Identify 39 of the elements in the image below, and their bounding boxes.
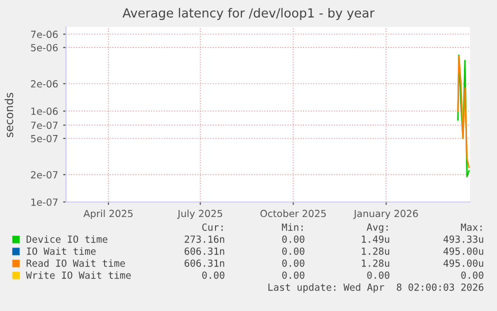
text: 0.00 (202, 271, 224, 279)
text: 1.49u (362, 235, 390, 243)
text: 273.16n (184, 235, 224, 243)
text: 495.00u (444, 247, 484, 255)
x-tick-label: October 2025 (260, 210, 326, 218)
text: 495.00u (444, 259, 484, 267)
x-tick-label: July 2025 (177, 210, 222, 220)
x-tick-label: April 2025 (83, 210, 133, 220)
y-tick-label: 5e-07 (31, 134, 58, 142)
text: 1.28u (362, 259, 390, 267)
legend-label: Write IO Wait time (26, 271, 131, 279)
text: 606.31n (184, 259, 224, 267)
text: 493.33u (444, 235, 484, 243)
text: 606.31n (184, 247, 224, 255)
text: Min: (282, 223, 303, 231)
text: 0.00 (282, 247, 304, 255)
text: 0.00 (282, 271, 304, 279)
text: 0.00 (461, 271, 484, 279)
text: Last update: Wed Apr 8 02:00:03 2026 (268, 283, 484, 293)
y-tick-label: 2e-06 (31, 80, 58, 88)
text: 0.00 (282, 235, 304, 243)
legend-label: Read IO Wait time (26, 259, 125, 267)
text: 1.28u (362, 247, 390, 255)
legend-label: Device IO time (26, 235, 108, 243)
text: Max: (460, 224, 482, 231)
y-tick-label: 2e-07 (31, 171, 58, 178)
text: 0.00 (282, 259, 304, 267)
text: Cur: (202, 223, 223, 231)
x-tick-label: January 2026 (353, 210, 418, 220)
y-tick-label: 7e-06 (31, 30, 58, 38)
legend-label: IO Wait time (26, 247, 96, 255)
text: Avg: (366, 224, 388, 233)
y-tick-label: 5e-06 (31, 44, 58, 52)
y-tick-label: 1e-06 (31, 108, 58, 115)
chart-title: Average latency for /dev/loop1 - by year (122, 8, 375, 20)
y-tick-label: 1e-07 (31, 198, 58, 206)
y-axis-title: seconds (4, 92, 14, 138)
y-tick-label: 7e-07 (31, 122, 58, 129)
text: 0.00 (367, 271, 390, 279)
